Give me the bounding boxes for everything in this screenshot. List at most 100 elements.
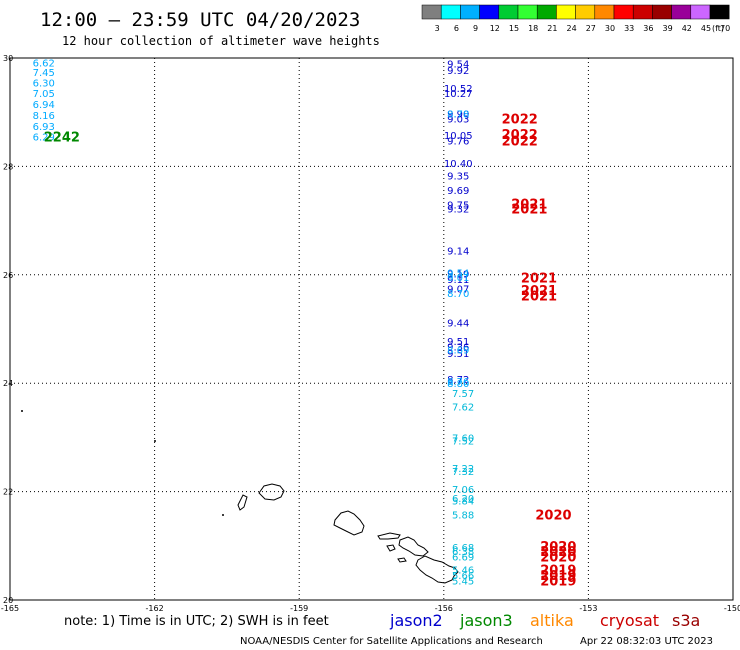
scale-label: 6 [454, 24, 459, 33]
x-tick-label: -153 [579, 604, 597, 613]
wave-height-label: 6.94 [33, 100, 55, 111]
wave-height-label: 5.88 [452, 510, 474, 521]
satellite-jason3: jason3 [459, 611, 513, 630]
wave-height-label: 9.44 [447, 318, 469, 329]
wave-height-label: 6.93 [33, 122, 55, 133]
wave-height-label: 9.36 [447, 342, 469, 353]
scale-swatch [613, 4, 634, 20]
cycle-label: 2022 [502, 113, 538, 128]
cycle-label: 2020 [535, 508, 571, 523]
scale-label: 21 [547, 24, 557, 33]
cycle-label: 2021 [511, 197, 547, 212]
wave-height-label: 8.16 [33, 111, 55, 122]
wave-height-label: 5.45 [452, 576, 474, 587]
scale-swatch [536, 4, 557, 20]
scale-label: 42 [682, 24, 692, 33]
island-oahu [333, 510, 365, 536]
satellite-altika: altika [530, 611, 574, 630]
timestamp-text: Apr 22 08:32:03 UTC 2023 [580, 636, 713, 647]
wave-height-label: 8.78 [447, 109, 469, 120]
y-tick-label: 30 [3, 54, 13, 63]
islet-3 [222, 514, 224, 516]
wave-height-label: 9.14 [447, 246, 469, 257]
x-tick-label: -159 [290, 604, 308, 613]
scale-label: 45 [701, 24, 711, 33]
y-tick-label: 22 [3, 488, 13, 497]
wave-height-label: 7.22 [452, 464, 474, 475]
scale-swatch [709, 4, 730, 20]
x-tick-label: -162 [146, 604, 164, 613]
scale-swatch [632, 4, 653, 20]
scale-swatch [440, 4, 461, 20]
scale-swatch [652, 4, 672, 20]
wave-height-label: 8.72 [447, 375, 469, 386]
scale-label: 3 [435, 24, 440, 33]
y-tick-label: 24 [3, 379, 13, 388]
altimeter-tracks: 6.627.456.307.056.948.166.936.299.549.92… [33, 58, 475, 587]
cycle-label: 2019 [540, 569, 576, 584]
cycle-labels: 2242202220222022202120212021202120212020… [44, 113, 577, 590]
islet-1 [21, 410, 23, 412]
map-subtitle: 12 hour collection of altimeter wave hei… [62, 34, 380, 48]
wave-height-label: 9.54 [447, 59, 469, 70]
wave-height-color-scale: 3 6 9 12 15 18 21 24 27 30 33 36 39 42 45 70 [421, 4, 730, 33]
units-note: note: 1) Time is in UTC; 2) SWH is in fe… [64, 614, 329, 629]
island-niihau [237, 494, 248, 511]
plot-frame [9, 57, 734, 601]
map-title: 12:00 – 23:59 UTC 04/20/2023 [40, 9, 360, 31]
island-maui [398, 536, 429, 557]
y-tick-label: 28 [3, 162, 13, 171]
wave-height-label: 7.45 [33, 68, 55, 79]
wave-height-label: 10.52 [444, 84, 473, 95]
wave-height-label: 7.62 [452, 403, 474, 414]
cycle-label: 2022 [502, 134, 538, 149]
wave-height-label: 9.69 [447, 186, 469, 197]
wave-height-label: 9.76 [447, 136, 469, 147]
wave-height-label: 7.57 [452, 389, 474, 400]
wave-height-label: 9.03 [447, 115, 469, 126]
island-kahoolawe [397, 557, 407, 563]
wave-height-label: 8.70 [447, 289, 469, 300]
wave-height-label: 7.60 [452, 433, 474, 444]
satellite-s3a: s3a [672, 611, 700, 630]
wave-height-label: 8.69 [447, 346, 469, 357]
scale-label: 18 [528, 24, 538, 33]
satellite-legend: jason2 jason3 altika cryosat s3a [389, 611, 700, 630]
scale-label: 12 [490, 24, 500, 33]
wave-height-label: 9.35 [447, 172, 469, 183]
wave-height-label: 9.11 [447, 275, 469, 286]
axis-ticks: -165 -162 -159 -156 -153 -150 30 28 26 24 22 20 [1, 54, 740, 613]
scale-swatch [594, 4, 615, 20]
wave-height-label: 9.07 [447, 284, 469, 295]
wave-height-label: 10.27 [444, 89, 473, 100]
wave-height-label: 7.05 [33, 89, 55, 100]
island-kauai [258, 483, 285, 501]
islet-2 [154, 440, 156, 442]
scale-swatch [556, 4, 576, 20]
wave-height-label: 9.51 [447, 349, 469, 360]
scale-label: 9 [473, 24, 478, 33]
wave-height-label: 6.68 [452, 543, 474, 554]
wave-height-label: 6.20 [452, 494, 474, 505]
cycle-label: 2021 [511, 203, 547, 218]
wave-height-label: 8.80 [447, 379, 469, 390]
wave-height-label: 6.69 [452, 553, 474, 564]
wave-height-label: 9.01 [447, 273, 469, 284]
credit-text: NOAA/NESDIS Center for Satellite Applica… [240, 636, 543, 647]
wave-height-label: 9.32 [447, 205, 469, 216]
cycle-label: 2022 [502, 128, 538, 143]
scale-label: 24 [567, 24, 577, 33]
wave-height-label: 9.54 [447, 269, 469, 280]
wave-height-label: 6.38 [452, 547, 474, 558]
island-big-island [415, 555, 459, 584]
x-tick-label: -150 [724, 604, 740, 613]
cycle-label: 2020 [540, 551, 576, 566]
cycle-label: 2242 [44, 131, 80, 146]
x-tick-label: -165 [1, 604, 19, 613]
scale-label: 15 [509, 24, 519, 33]
cycle-label: 2020 [540, 540, 576, 555]
wave-height-label: 9.90 [447, 109, 469, 120]
y-tick-label: 20 [3, 596, 13, 605]
map-plot-area: -165 -162 -159 -156 -153 -150 30 28 26 24 22 20 6.6… [1, 54, 740, 613]
